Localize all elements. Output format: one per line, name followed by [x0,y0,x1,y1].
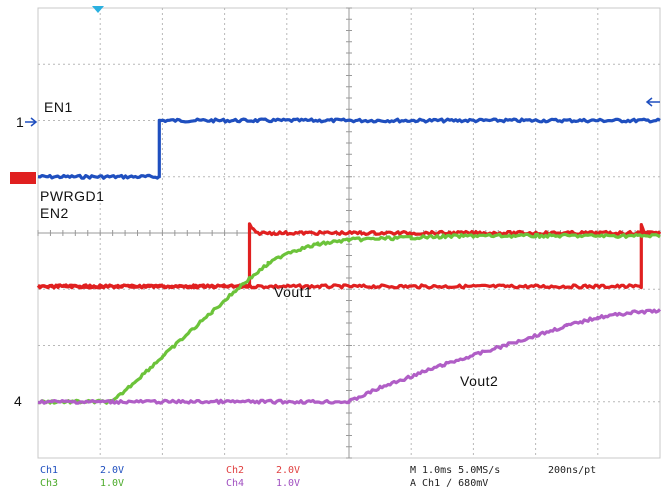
status-ch4-scale: 1.0V [276,478,300,489]
status-ch4: Ch4 [226,478,244,489]
status-ch1-scale: 2.0V [100,465,124,476]
status-ch3-scale: 1.0V [100,478,124,489]
status-ch2-scale: 2.0V [276,465,300,476]
status-bar: Ch1 2.0V Ch3 1.0V Ch2 2.0V Ch4 1.0V M 1.… [40,465,596,489]
trace-vout1 [38,232,661,405]
trigger-position-marker [92,6,104,13]
label-en2: EN2 [40,205,69,221]
ch2-ground-marker [10,172,36,184]
trace-en1 [37,117,661,180]
ch1-ground-marker: 1 [16,114,24,130]
offscreen-arrow-icon [645,97,660,107]
label-en1: EN1 [44,99,73,115]
trace-en2 [36,222,662,290]
label-vout1: Vout1 [274,284,312,300]
status-ch3: Ch3 [40,478,58,489]
label-pwrgd1: PWRGD1 [40,188,104,204]
status-timebase: M 1.0ms 5.0MS/s [410,465,500,476]
ch1-arrow-icon [25,117,38,127]
status-resolution: 200ns/pt [548,465,596,476]
status-trigger: A Ch1 ∕ 680mV [410,478,488,489]
status-ch2: Ch2 [226,465,244,476]
label-vout2: Vout2 [460,373,498,389]
traces [36,117,662,405]
ch4-ground-marker: 4 [14,393,22,409]
status-ch1: Ch1 [40,465,58,476]
trace-vout2 [37,308,662,405]
